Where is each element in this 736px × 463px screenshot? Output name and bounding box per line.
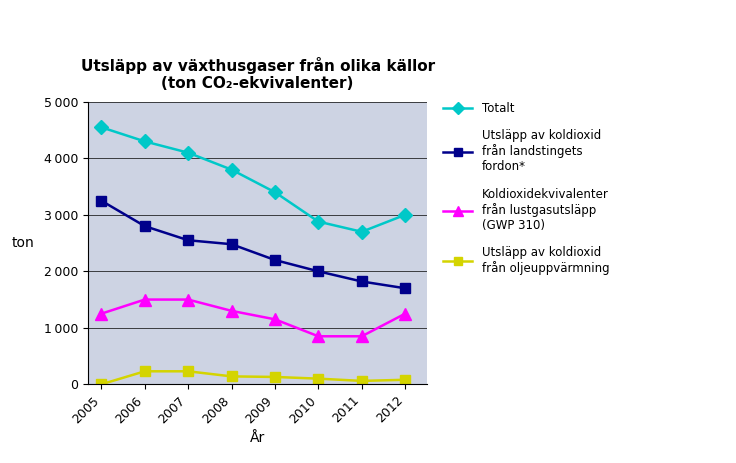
Title: Utsläpp av växthusgaser från olika källor
(ton CO₂-ekvivalenter): Utsläpp av växthusgaser från olika källo…	[80, 56, 435, 91]
Legend: Totalt, Utsläpp av koldioxid
från landstingets
fordon*, Koldioxidekvivalenter
fr: Totalt, Utsläpp av koldioxid från landst…	[443, 102, 609, 275]
Y-axis label: ton: ton	[12, 236, 35, 250]
X-axis label: År: År	[250, 432, 265, 445]
